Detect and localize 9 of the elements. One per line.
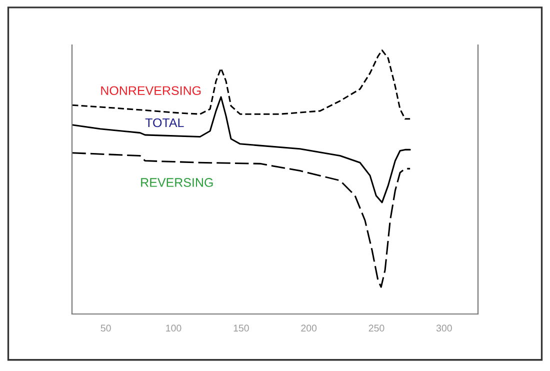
x-tick-label: 150 [234, 324, 249, 332]
x-tick-label: 250 [368, 324, 384, 332]
series-label: REVERSING [141, 178, 213, 187]
series-label: TOTAL [145, 118, 184, 128]
x-tick-label: 200 [301, 324, 317, 332]
x-tick-label: 100 [166, 324, 182, 332]
series-label: NONREVERSING [101, 86, 201, 96]
x-tick-label: 50 [100, 324, 111, 332]
x-tick-label: 300 [436, 324, 452, 332]
